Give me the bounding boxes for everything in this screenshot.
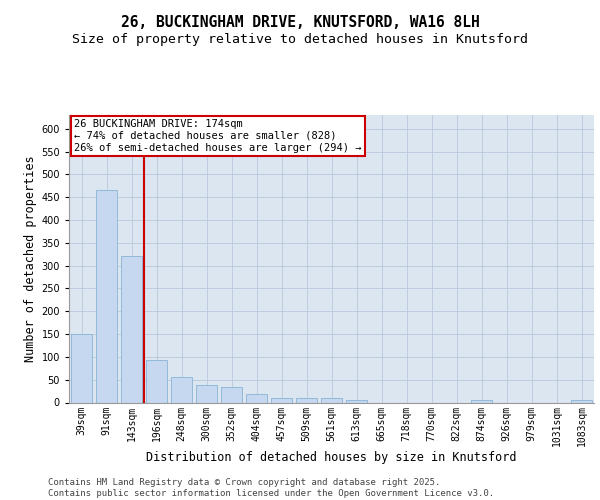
- Bar: [246, 394, 267, 402]
- Y-axis label: Number of detached properties: Number of detached properties: [24, 156, 37, 362]
- Text: Contains HM Land Registry data © Crown copyright and database right 2025.
Contai: Contains HM Land Registry data © Crown c…: [48, 478, 494, 498]
- Text: Size of property relative to detached houses in Knutsford: Size of property relative to detached ho…: [72, 32, 528, 46]
- Text: 26, BUCKINGHAM DRIVE, KNUTSFORD, WA16 8LH: 26, BUCKINGHAM DRIVE, KNUTSFORD, WA16 8L…: [121, 15, 479, 30]
- Bar: [321, 398, 342, 402]
- Bar: [471, 400, 492, 402]
- Bar: [71, 334, 92, 402]
- Bar: [296, 398, 317, 402]
- Bar: [571, 400, 592, 402]
- Bar: [271, 398, 292, 402]
- Bar: [346, 400, 367, 402]
- Bar: [121, 256, 142, 402]
- Bar: [96, 190, 117, 402]
- Text: 26 BUCKINGHAM DRIVE: 174sqm
← 74% of detached houses are smaller (828)
26% of se: 26 BUCKINGHAM DRIVE: 174sqm ← 74% of det…: [74, 120, 362, 152]
- X-axis label: Distribution of detached houses by size in Knutsford: Distribution of detached houses by size …: [146, 450, 517, 464]
- Bar: [171, 378, 192, 402]
- Bar: [221, 386, 242, 402]
- Bar: [146, 360, 167, 403]
- Bar: [196, 385, 217, 402]
